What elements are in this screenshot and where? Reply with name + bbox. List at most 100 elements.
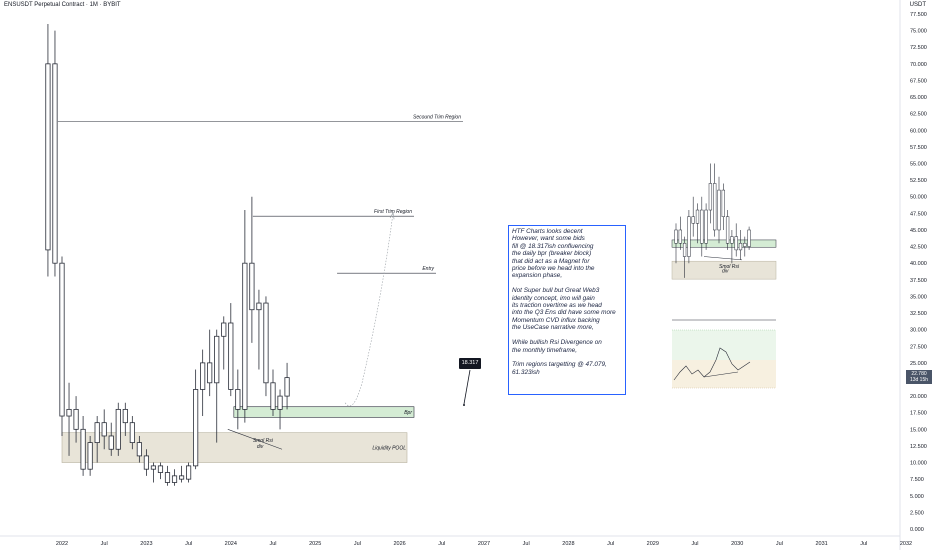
y-tick-label: 65.000 — [910, 95, 927, 101]
x-tick-label: 2030 — [731, 541, 743, 547]
y-tick-label: 75.000 — [910, 29, 927, 35]
inset-annotation: Smol Rsi — [719, 264, 740, 270]
candle-body — [94, 422, 100, 444]
candle-body — [263, 302, 269, 384]
projected-path — [344, 212, 394, 407]
y-tick-label: 62.500 — [910, 112, 927, 118]
candle-body — [164, 472, 171, 483]
x-tick-label: 2032 — [900, 541, 912, 547]
x-tick-label: Jul — [269, 541, 276, 547]
y-tick-label: 47.500 — [910, 211, 927, 217]
inset-candle-body — [704, 209, 708, 244]
x-tick-label: Jul — [185, 541, 192, 547]
candle-body — [200, 362, 206, 390]
candle-body — [143, 455, 149, 470]
y-tick-label: 42.500 — [910, 245, 927, 251]
y-tick-label: 67.500 — [910, 78, 927, 84]
candle-body — [136, 442, 142, 457]
y-tick-label: 12.500 — [910, 444, 927, 450]
inset-bpr-zone — [671, 239, 777, 248]
y-tick-label: 17.500 — [910, 411, 927, 417]
last-price-countdown: 13d 15h — [909, 377, 929, 383]
inset-liquidity-zone — [671, 260, 777, 280]
candle-body — [178, 475, 185, 480]
candle-body — [115, 408, 121, 450]
last-price-label: 22.780 13d 15h — [906, 370, 932, 384]
candle-body — [157, 465, 164, 473]
x-tick-label: 2024 — [225, 541, 237, 547]
y-tick-label: 35.000 — [910, 294, 927, 300]
x-tick-label: Jul — [523, 541, 530, 547]
inset-candle-body — [708, 183, 713, 211]
y-tick-label: 20.000 — [910, 394, 927, 400]
inset-candle-body — [713, 183, 717, 231]
candle-body — [87, 442, 93, 470]
inset-candle-body — [717, 189, 721, 231]
x-tick-label: 2031 — [815, 541, 827, 547]
inset-candle-body — [691, 216, 695, 224]
badge-arrow — [463, 369, 471, 405]
candle-body — [108, 435, 114, 450]
inset-candle-body — [734, 236, 738, 251]
price-badge: 18.317 — [459, 358, 481, 369]
x-tick-label: Jul — [438, 541, 445, 547]
badge-arrow-dot — [463, 404, 465, 406]
y-tick-label: 25.000 — [910, 361, 927, 367]
candle-body — [122, 408, 128, 424]
bpr-zone-label: Bpr — [404, 410, 412, 416]
candle-body — [59, 262, 65, 417]
candle-body — [52, 63, 58, 264]
x-tick-label: Jul — [860, 541, 867, 547]
candle-body — [150, 465, 157, 470]
candle-body — [73, 408, 79, 430]
level-label: Secound Trim Region — [413, 114, 461, 120]
projected-arrow — [389, 211, 395, 220]
candle-body — [221, 322, 227, 337]
rsi-annotation: Smol Rsi — [253, 438, 274, 444]
y-tick-label: 37.500 — [910, 278, 927, 284]
inset-divergence-line — [703, 256, 743, 261]
inset-candle-body — [721, 189, 725, 217]
inset-candle-body — [700, 209, 704, 244]
y-tick-label: 0.000 — [910, 527, 924, 533]
x-tick-label: Jul — [607, 541, 614, 547]
candle-body — [214, 335, 220, 384]
candle-body — [186, 465, 192, 480]
candle-body — [207, 362, 213, 384]
x-tick-label: 2022 — [56, 541, 68, 547]
x-tick-label: 2026 — [393, 541, 405, 547]
candle-body — [256, 302, 262, 311]
rsi-divergence-line — [227, 429, 283, 450]
y-axis: 77.500 75.000 72.500 70.000 67.500 65.000 62.5… — [899, 0, 927, 550]
x-axis: 2022 Jul 2023 Jul 2024 Jul 2025 Jul 2026 Jul 2027 J… — [0, 535, 912, 547]
y-tick-label: 27.500 — [910, 344, 927, 350]
liquidity-zone-label: Liquidity POOL — [372, 446, 406, 452]
inset-rsi-divergence — [703, 371, 739, 378]
chart-title: ENSUSDT Perpetual Contract · 1M · BYBIT — [4, 2, 121, 8]
y-tick-label: 15.000 — [910, 427, 927, 433]
x-tick-label: 2027 — [478, 541, 490, 547]
candle-body — [277, 395, 283, 410]
x-tick-label: 2023 — [140, 541, 152, 547]
candle-body — [270, 382, 276, 410]
inset-candle-body — [743, 243, 747, 247]
y-tick-label: 45.000 — [910, 228, 927, 234]
inset-candle-body — [725, 216, 730, 244]
currency-unit: USDT — [909, 2, 926, 8]
candle-body — [66, 408, 72, 417]
candle-body — [101, 422, 107, 437]
level-label: Entry — [422, 266, 434, 272]
analysis-note[interactable]: HTF Charts looks decent However, want so… — [508, 225, 626, 395]
y-tick-label: 52.500 — [910, 178, 927, 184]
inset-rsi-upper-band — [672, 330, 776, 360]
inset-rsi-line — [673, 347, 751, 381]
inset-candle-body — [695, 209, 700, 224]
inset-candle-body — [730, 236, 734, 244]
y-tick-label: 5.000 — [910, 494, 924, 500]
inset-candle-body — [747, 229, 751, 247]
y-tick-label: 60.000 — [910, 128, 927, 134]
y-tick-label: 70.000 — [910, 62, 927, 68]
